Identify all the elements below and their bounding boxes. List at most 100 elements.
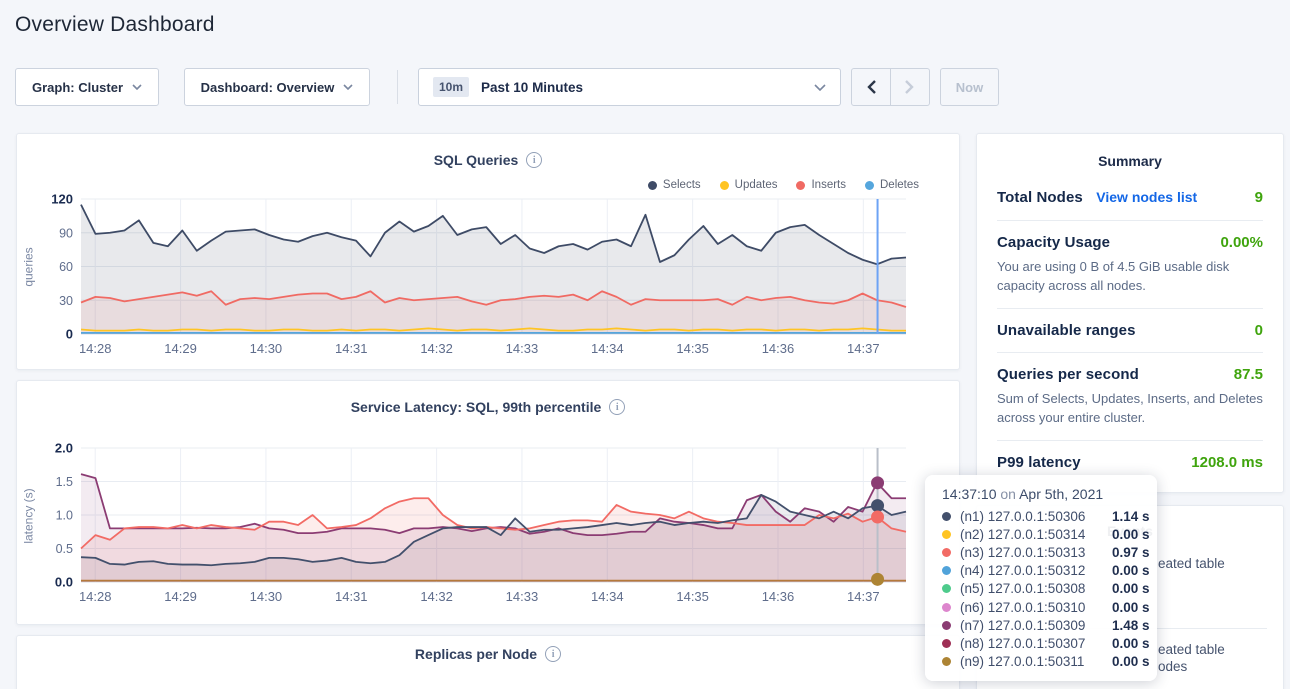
svg-text:60: 60 [59,260,73,274]
tooltip-node-row: (n8) 127.0.0.1:503070.00 s [942,634,1157,652]
svg-text:0.5: 0.5 [56,542,73,556]
sql-queries-plot[interactable]: 14:2814:2914:3014:3114:3214:3314:3414:35… [17,134,961,371]
qps-value: 87.5 [1234,366,1263,383]
node-color-dot [942,530,951,539]
node-address: (n7) 127.0.0.1:50309 [960,618,1112,633]
summary-panel: Summary Total Nodes View nodes list 9 Ca… [976,133,1284,493]
tooltip-node-row: (n2) 127.0.0.1:503140.00 s [942,525,1157,543]
svg-text:14:37: 14:37 [847,589,880,604]
event-item-fragment[interactable]: odes [1158,659,1187,674]
total-nodes-value: 9 [1255,189,1263,206]
qps-label: Queries per second [997,366,1139,383]
svg-text:1.0: 1.0 [56,509,73,523]
replicas-chart-card: Replicas per Node i [16,635,960,689]
node-address: (n2) 127.0.0.1:50314 [960,527,1112,542]
node-address: (n6) 127.0.0.1:50310 [960,600,1112,615]
node-color-dot [942,621,951,630]
node-latency-value: 0.00 s [1112,527,1150,542]
svg-text:14:32: 14:32 [420,589,453,604]
tooltip-timestamp: 14:37:10 on Apr 5th, 2021 [942,486,1157,502]
tooltip-node-row: (n7) 127.0.0.1:503091.48 s [942,616,1157,634]
node-address: (n5) 127.0.0.1:50308 [960,581,1112,596]
node-color-dot [942,566,951,575]
tooltip-node-row: (n6) 127.0.0.1:503100.00 s [942,598,1157,616]
view-nodes-list-link[interactable]: View nodes list [1096,189,1197,205]
node-latency-value: 0.00 s [1112,563,1150,578]
time-range-badge: 10m [433,77,469,97]
node-latency-value: 0.00 s [1112,600,1150,615]
node-address: (n3) 127.0.0.1:50313 [960,545,1112,560]
dashboard-dropdown-label: Dashboard: Overview [201,80,335,95]
node-latency-value: 1.48 s [1112,618,1150,633]
node-latency-value: 0.00 s [1112,581,1150,596]
chevron-down-icon [814,84,826,91]
svg-text:14:29: 14:29 [164,589,197,604]
svg-text:14:35: 14:35 [676,341,709,356]
svg-text:14:33: 14:33 [506,589,539,604]
svg-text:90: 90 [59,226,73,240]
node-address: (n1) 127.0.0.1:50306 [960,509,1112,524]
service-latency-plot[interactable]: 14:28 14:29 14:30 14:31 14:32 14:33 14:34 14:35… [17,381,961,626]
node-color-dot [942,657,951,666]
svg-text:14:29: 14:29 [164,341,197,356]
svg-text:14:30: 14:30 [250,341,283,356]
event-item-fragment[interactable]: eated table [1158,556,1225,571]
node-color-dot [942,512,951,521]
capacity-usage-desc: You are using 0 B of 4.5 GiB usable disk… [997,257,1263,295]
svg-text:0.0: 0.0 [55,575,73,590]
graph-dropdown[interactable]: Graph: Cluster [15,68,159,106]
tooltip-node-row: (n5) 127.0.0.1:503080.00 s [942,580,1157,598]
total-nodes-label: Total Nodes [997,189,1083,206]
event-item-fragment[interactable]: eated table [1158,642,1225,657]
unavailable-ranges-label: Unavailable ranges [997,322,1136,339]
node-color-dot [942,639,951,648]
time-prev-button[interactable] [851,68,891,106]
svg-text:14:31: 14:31 [335,341,368,356]
chevron-down-icon [343,84,353,90]
summary-row-capacity: Capacity Usage 0.00% You are using 0 B o… [997,221,1263,309]
svg-text:14:28: 14:28 [79,589,112,604]
summary-row-qps: Queries per second 87.5 Sum of Selects, … [997,353,1263,441]
summary-title: Summary [997,134,1263,176]
svg-text:14:35: 14:35 [676,589,709,604]
svg-text:120: 120 [51,192,73,207]
svg-text:14:36: 14:36 [762,589,795,604]
node-color-dot [942,548,951,557]
svg-text:14:37: 14:37 [847,341,880,356]
time-next-button[interactable] [890,68,930,106]
dashboard-dropdown[interactable]: Dashboard: Overview [184,68,370,106]
summary-row-total-nodes: Total Nodes View nodes list 9 [997,176,1263,221]
svg-text:14:31: 14:31 [335,589,368,604]
chevron-left-icon [867,80,876,94]
svg-text:14:32: 14:32 [420,341,453,356]
p99-latency-value: 1208.0 ms [1191,454,1263,471]
svg-text:14:33: 14:33 [506,341,539,356]
p99-latency-label: P99 latency [997,454,1081,471]
now-button[interactable]: Now [940,68,999,106]
tooltip-node-row: (n1) 127.0.0.1:503061.14 s [942,507,1157,525]
toolbar-divider [397,70,398,104]
time-range-picker[interactable]: 10m Past 10 Minutes [418,68,841,106]
svg-text:14:34: 14:34 [591,589,624,604]
svg-text:14:30: 14:30 [250,589,283,604]
node-latency-value: 0.00 s [1112,654,1150,669]
node-address: (n4) 127.0.0.1:50312 [960,563,1112,578]
svg-text:30: 30 [59,294,73,308]
chevron-right-icon [905,80,914,94]
service-latency-chart-card: Service Latency: SQL, 99th percentile i … [16,380,960,625]
svg-text:2.0: 2.0 [55,441,73,456]
unavailable-ranges-value: 0 [1255,322,1263,339]
page-title: Overview Dashboard [15,13,215,37]
tooltip-node-row: (n4) 127.0.0.1:503120.00 s [942,562,1157,580]
node-address: (n9) 127.0.0.1:50311 [960,654,1112,669]
sql-queries-chart-card: SQL Queries i SelectsUpdatesInsertsDelet… [16,133,960,370]
node-latency-value: 0.00 s [1112,636,1150,651]
svg-text:14:34: 14:34 [591,341,624,356]
info-icon[interactable]: i [545,646,561,662]
node-color-dot [942,603,951,612]
summary-row-unavailable: Unavailable ranges 0 [997,309,1263,353]
svg-text:0: 0 [66,327,73,342]
capacity-usage-label: Capacity Usage [997,234,1110,251]
svg-text:14:36: 14:36 [762,341,795,356]
tooltip-node-row: (n3) 127.0.0.1:503130.97 s [942,543,1157,561]
